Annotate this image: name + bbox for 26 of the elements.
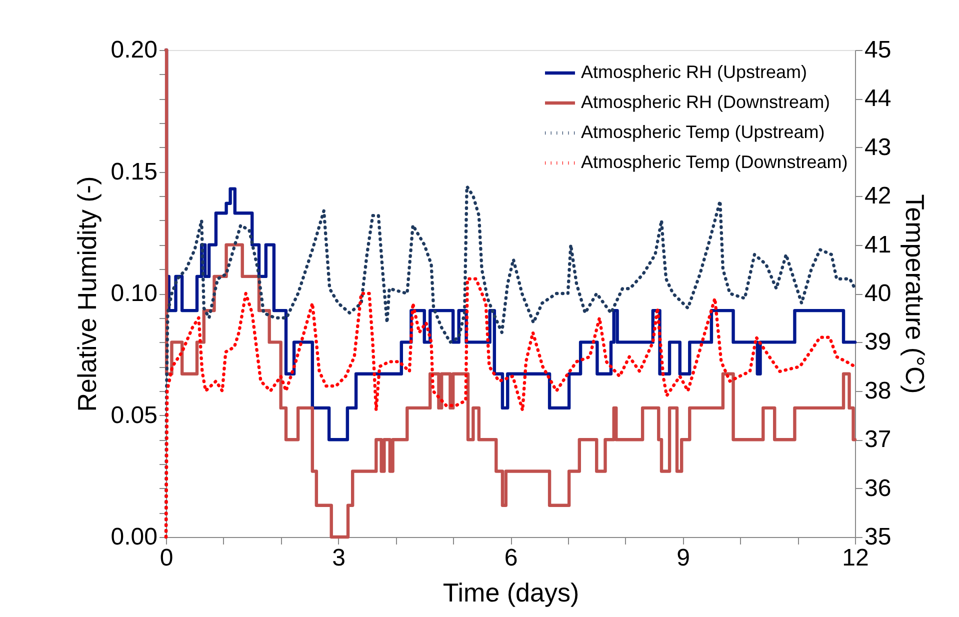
x-tick-label: 0 <box>160 544 174 572</box>
y2-tick-label: 40 <box>864 280 892 307</box>
y2-tick-label: 41 <box>864 231 892 258</box>
y2-tick-label: 43 <box>864 134 892 161</box>
legend-label: Atmospheric Temp (Downstream) <box>581 152 848 172</box>
y-tick-label: 0.00 <box>110 524 158 550</box>
y-tick-label: 0.10 <box>110 280 158 307</box>
y-tick-label: 0.05 <box>110 402 158 429</box>
legend-label: Atmospheric RH (Downstream) <box>581 92 830 112</box>
y-axis-title: Relative Humidity (-) <box>72 176 102 412</box>
x-axis-title: Time (days) <box>442 578 580 608</box>
x-tick-label: 6 <box>504 544 518 572</box>
x-tick-label: 9 <box>676 544 690 572</box>
y-tick-label: 0.20 <box>110 36 158 64</box>
y2-tick-label: 42 <box>864 182 892 210</box>
legend-label: Atmospheric RH (Upstream) <box>581 62 808 82</box>
legend-label: Atmospheric Temp (Upstream) <box>581 122 825 142</box>
y2-axis-title: Temperature (°C) <box>900 194 930 394</box>
y2-tick-label: 44 <box>864 85 892 112</box>
y2-tick-label: 38 <box>864 377 892 404</box>
x-tick-label: 3 <box>332 544 346 572</box>
y2-tick-label: 45 <box>864 36 892 64</box>
y-tick-label: 0.15 <box>110 158 158 186</box>
y2-tick-label: 39 <box>864 328 892 356</box>
y2-tick-label: 37 <box>864 426 892 454</box>
y2-tick-label: 36 <box>864 474 892 502</box>
